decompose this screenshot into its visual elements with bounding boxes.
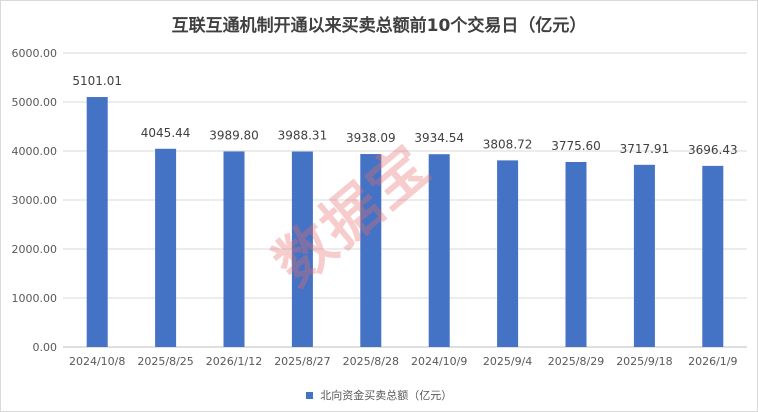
legend-swatch [305,391,313,399]
bar [428,154,450,347]
bar [360,154,382,347]
bar [497,160,519,347]
y-tick-label: 2000.00 [12,243,58,256]
y-tick-label: 3000.00 [12,194,58,207]
x-tick-label: 2026/1/9 [688,355,737,368]
x-tick-label: 2024/10/9 [411,355,467,368]
data-label: 3934.54 [414,131,464,145]
bar [155,148,177,347]
data-label: 4045.44 [141,126,191,140]
data-label: 3989.80 [209,128,259,142]
y-tick-label: 6000.00 [12,47,58,60]
data-label: 5101.01 [72,74,122,88]
x-tick-label: 2025/8/25 [137,355,193,368]
y-tick-label: 1000.00 [12,292,58,305]
x-tick-label: 2025/8/28 [343,355,399,368]
legend: 北向资金买卖总额（亿元） [1,387,757,403]
y-tick-label: 5000.00 [12,96,58,109]
chart-title: 互联互通机制开通以来买卖总额前10个交易日（亿元） [171,16,587,36]
x-tick-label: 2025/8/27 [274,355,330,368]
x-tick-label: 2025/9/4 [483,355,532,368]
bar [565,161,587,347]
y-tick-label: 0.00 [33,341,58,354]
x-tick-label: 2025/8/29 [548,355,604,368]
legend-label: 北向资金买卖总额（亿元） [320,389,453,402]
x-tick-label: 2024/10/8 [69,355,125,368]
bar [702,165,724,347]
y-tick-label: 4000.00 [12,145,58,158]
data-label: 3808.72 [483,137,533,151]
bar [86,97,108,347]
data-label: 3696.43 [688,143,738,157]
data-label: 3988.31 [278,129,328,143]
data-label: 3717.91 [620,142,670,156]
bar [633,164,655,347]
x-tick-label: 2025/9/18 [616,355,672,368]
data-label: 3775.60 [551,139,601,153]
bar [223,151,245,347]
data-label: 3938.09 [346,131,396,145]
x-tick-label: 2026/1/12 [206,355,262,368]
bar [291,151,313,347]
